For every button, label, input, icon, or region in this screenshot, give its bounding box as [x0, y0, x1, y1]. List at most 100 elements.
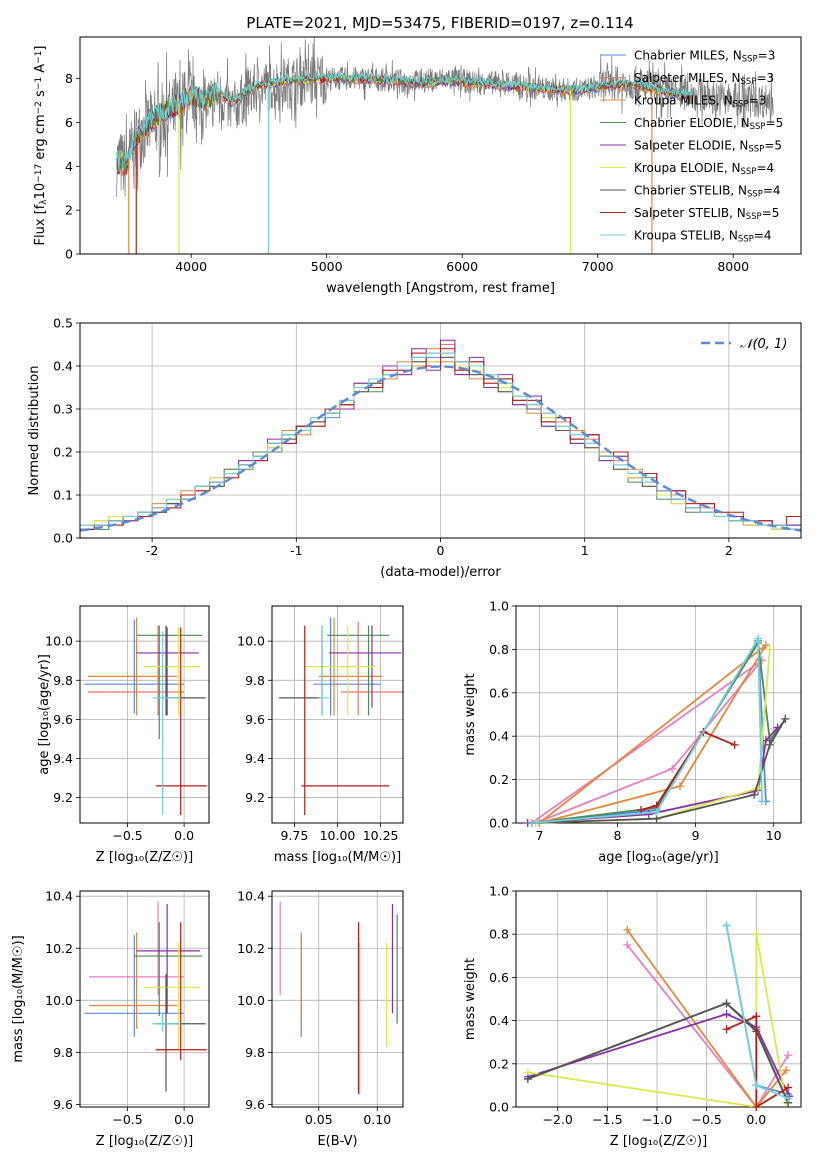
mass_vs_ebv-ytick-label: 10.4 — [237, 889, 265, 904]
legend-entry: Kroupa ELODIE, NSSP=4 — [634, 161, 774, 177]
legend-subscript: SSP — [748, 145, 764, 155]
mass_weight_vs_z-ylabel: mass weight — [463, 958, 478, 1040]
residual_histogram-xtick-label: -2 — [146, 543, 158, 558]
weight-marker — [623, 925, 632, 934]
weight-marker — [722, 1025, 731, 1034]
legend-label: Chabrier MILES, N — [634, 49, 742, 63]
legend-subscript: SSP — [746, 212, 762, 222]
age_vs_z-ytick-label: 9.2 — [53, 790, 73, 805]
weight-marker — [730, 740, 739, 749]
mass_weight_vs_z-ytick-label: 0.8 — [489, 927, 509, 942]
spectrum-ylabel-part: erg cm — [33, 114, 48, 163]
residual_histogram-ytick-label: 0.5 — [53, 316, 73, 331]
mass_vs_ebv-ytick-label: 10.0 — [237, 993, 265, 1008]
legend-entry: Kroupa MILES, NSSP=3 — [634, 94, 766, 110]
residual_histogram-xtick-label: -1 — [290, 543, 302, 558]
mass_weight_vs_z-xlabel: Z [log₁₀(Z/Z☉)] — [610, 1134, 707, 1149]
legend-n: =4 — [763, 184, 781, 198]
mass_vs_z-ytick-label: 9.8 — [53, 1045, 73, 1060]
weight-line — [538, 644, 767, 824]
age_vs_mass-xlabel: mass [log₁₀(M/M☉)] — [274, 850, 401, 865]
weight-marker — [761, 736, 770, 745]
mass_weight_vs_z-ytick-label: 0.6 — [489, 970, 509, 985]
legend-label: Kroupa STELIB, N — [634, 229, 738, 243]
spectrum-frame — [79, 36, 802, 255]
residual_histogram-xtick-label: 2 — [725, 543, 733, 558]
spectrum-ylabel-part: λ — [39, 199, 49, 205]
legend-n: =3 — [749, 94, 767, 108]
mass_weight_vs_age-ytick-label: 0.8 — [489, 642, 509, 657]
spectrum-ylabel-part: 10 — [33, 183, 48, 200]
mass_weight_vs_age-xtick-label: 10 — [766, 828, 782, 843]
weight-marker — [722, 1010, 731, 1019]
age_vs_z-ylabel: age [log₁₀(age/yr)] — [37, 654, 52, 775]
mass_vs_z-ytick-label: 9.6 — [53, 1097, 73, 1112]
residual_histogram-frame — [79, 322, 802, 539]
legend-label: Chabrier ELODIE, N — [634, 116, 750, 130]
mass_weight_vs_age-ytick-label: 0.0 — [489, 816, 509, 831]
spectrum-ytick-label: 8 — [65, 71, 73, 86]
weight-marker — [752, 1012, 761, 1021]
age_vs_z-plot-area — [80, 606, 209, 823]
weight-line — [726, 1014, 789, 1109]
spectrum-ylabel-part: s — [33, 90, 48, 101]
residual_histogram-plot-area — [80, 323, 801, 538]
weight-marker — [752, 1103, 761, 1111]
mass_weight_vs_age-frame — [515, 605, 802, 824]
legend-label: Salpeter MILES, N — [634, 71, 741, 85]
mass_weight_vs_age-panel: 7 8 9 10 0.0 0.2 0.4 0.6 0.8 1.0 age [log₁₀(age/yr… — [463, 599, 802, 865]
weight-marker — [784, 1051, 793, 1060]
residual_histogram-ytick-label: 0.0 — [53, 531, 73, 546]
weight-line — [640, 730, 735, 811]
spectrum-ylabel-part: −17 — [34, 164, 44, 183]
weight-marker — [752, 930, 761, 939]
legend-subscript: SSP — [742, 55, 758, 65]
spectrum-xtick-label: 4000 — [175, 259, 207, 274]
spectrum-model-line — [116, 71, 693, 173]
spectrum-xtick-label: 5000 — [311, 259, 343, 274]
legend-n: =3 — [756, 71, 774, 85]
legend-n: =5 — [764, 139, 782, 153]
weight-marker — [784, 1083, 793, 1092]
mass_vs_ebv-xtick-label: 0.05 — [305, 1112, 333, 1127]
mass_weight_vs_z-ytick-label: 1.0 — [489, 884, 509, 899]
age_vs_mass-ytick-label: 9.2 — [245, 790, 265, 805]
legend-entry: Chabrier MILES, NSSP=3 — [634, 49, 775, 65]
mass_vs_z-xlabel: Z [log₁₀(Z/Z☉)] — [96, 1134, 193, 1149]
mass_weight_vs_z-xtick-label: −2.0 — [543, 1112, 573, 1127]
spectrum-ylabel-part: −1 — [34, 51, 44, 64]
weight-line — [531, 635, 763, 824]
mass_vs_ebv-plot-area — [272, 891, 403, 1107]
residual_histogram-ytick-label: 0.2 — [53, 445, 73, 460]
age_vs_z-ytick-label: 9.8 — [53, 673, 73, 688]
weight-marker — [523, 1074, 532, 1083]
spectrum-panel: 4000 5000 6000 7000 8000 0 2 4 6 8 wavelength [Ang… — [33, 36, 802, 296]
spectrum-ylabel: Flux [fλ10−17 erg cm−2 s−1 A−1] — [33, 46, 49, 246]
age_vs_mass-ytick-label: 10.0 — [237, 634, 265, 649]
weight-marker — [722, 999, 731, 1008]
spectrum-ytick-label: 0 — [65, 247, 73, 262]
mass_weight_vs_age-xtick-label: 9 — [692, 828, 700, 843]
weight-marker — [765, 740, 774, 749]
legend-n: =4 — [756, 161, 774, 175]
spectrum-xtick-label: 7000 — [582, 259, 614, 274]
weight-marker — [668, 764, 677, 773]
legend-subscript: SSP — [738, 235, 754, 245]
mass_vs_z-frame — [79, 890, 210, 1108]
legend-entry: Salpeter MILES, NSSP=3 — [634, 71, 774, 87]
mass_vs_ebv-ytick-label: 9.6 — [245, 1097, 265, 1112]
spectrum-xtick-label: 6000 — [446, 259, 478, 274]
age_vs_mass-plot-area — [272, 606, 403, 823]
age_vs_z-ytick-label: 10.0 — [45, 634, 73, 649]
weight-marker — [761, 641, 770, 650]
mass_weight_vs_z-xtick-label: −1.0 — [642, 1112, 672, 1127]
legend-subscript: SSP — [750, 122, 766, 132]
legend-entry: Kroupa STELIB, NSSP=4 — [634, 229, 772, 245]
spectrum-ylabel-part: ] — [33, 46, 48, 51]
mass_weight_vs_age-plot-area — [516, 606, 801, 823]
legend-subscript: SSP — [741, 167, 757, 177]
mass_vs_ebv-ytick-label: 10.2 — [237, 941, 265, 956]
mass_weight_vs_z-ytick-label: 0.2 — [489, 1056, 509, 1071]
residual_histogram-xtick-label: 1 — [581, 543, 589, 558]
